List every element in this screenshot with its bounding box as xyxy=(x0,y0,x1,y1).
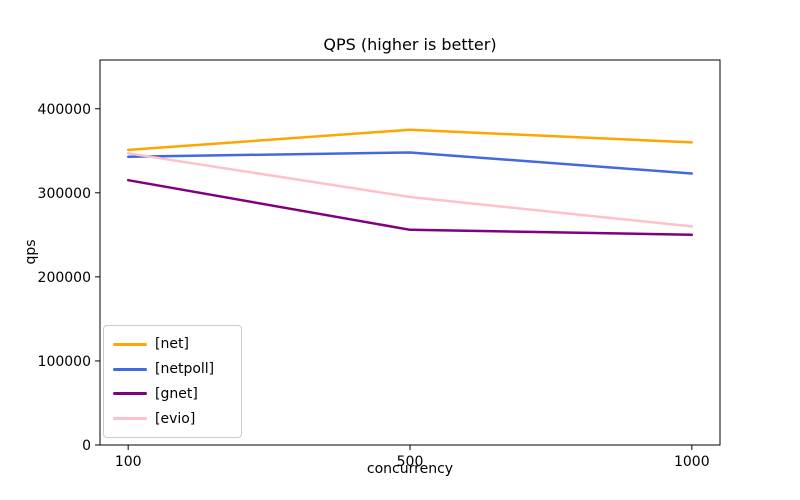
series-line-net xyxy=(126,128,694,152)
x-tick-label: 500 xyxy=(397,454,424,470)
x-axis-label: concurrency xyxy=(366,461,454,477)
chart-title: QPS (higher is better) xyxy=(323,35,497,54)
x-tick-label: 100 xyxy=(115,454,142,470)
legend-label: [gnet] xyxy=(155,385,198,402)
y-tick-label: 200000 xyxy=(38,270,91,286)
legend-entry: [gnet] xyxy=(113,382,232,407)
legend-line-swatch xyxy=(113,417,147,421)
y-tick-label: 400000 xyxy=(38,102,91,118)
series-line-gnet xyxy=(126,178,694,237)
series-line-evio xyxy=(126,152,694,228)
y-tick-label: 100000 xyxy=(38,354,91,370)
legend-line-swatch xyxy=(113,392,147,396)
series-line-netpoll xyxy=(126,151,694,175)
legend-entry: [net] xyxy=(113,332,232,357)
y-axis-label: qps xyxy=(23,239,39,265)
legend-label: [net] xyxy=(155,336,189,353)
legend: [net] [netpoll] [gnet] [evio] xyxy=(103,325,242,438)
legend-label: [netpoll] xyxy=(155,361,215,378)
x-tick-label: 1000 xyxy=(674,454,710,470)
y-tick-label: 300000 xyxy=(38,186,91,202)
legend-label: [evio] xyxy=(155,410,196,427)
legend-line-swatch xyxy=(113,342,147,346)
legend-entry: [evio] xyxy=(113,406,232,431)
legend-entry: [netpoll] xyxy=(113,357,232,382)
y-tick-label: 0 xyxy=(82,438,91,454)
legend-line-swatch xyxy=(113,367,147,371)
